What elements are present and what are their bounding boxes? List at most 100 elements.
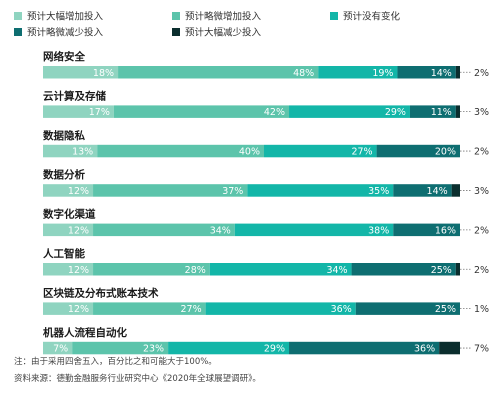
segment-value-label: 1%: [474, 304, 489, 315]
bar-segment-1: [43, 263, 94, 276]
bar-segment-2: [93, 263, 210, 276]
segment-value-label: 40%: [239, 147, 260, 158]
bar-row-5: 数字化渠道 12% 34% 38% 16% 2%: [42, 208, 489, 237]
bar-segment-3: [168, 341, 290, 355]
bar-segment-2: [93, 302, 206, 315]
legend-swatch-4: [14, 28, 22, 36]
segment-value-label: 34%: [326, 265, 347, 276]
legend-label-2: 预计略微增加投入: [185, 11, 262, 23]
footnote-note: 注：由于采用四舍五入，百分比之和可能大于100%。: [14, 357, 217, 367]
legend-swatch-1: [14, 12, 22, 20]
segment-value-label: 2%: [474, 147, 489, 158]
bar-segment-5: [439, 341, 460, 355]
segment-value-label: 3%: [474, 186, 489, 197]
segment-value-label: 7%: [474, 344, 489, 355]
segment-value-label: 25%: [431, 265, 452, 276]
segment-value-label: 37%: [222, 186, 243, 197]
bar-segment-1: [43, 66, 119, 79]
bar-segment-5: [455, 66, 460, 79]
category-label: 人工智能: [43, 247, 85, 260]
bar-segment-4: [376, 144, 460, 158]
legend-swatch-2: [172, 12, 180, 20]
category-label: 网络安全: [43, 50, 85, 63]
bar-segment-4: [351, 263, 456, 276]
bar-row-1: 网络安全 18% 48% 19% 14% 2%: [43, 50, 489, 79]
segment-value-label: 48%: [293, 68, 314, 79]
segment-value-label: 12%: [68, 186, 89, 197]
category-label: 数据隐私: [42, 129, 85, 142]
bar-row-7: 区块链及分布式账本技术 12% 27% 36% 25% 1%: [43, 286, 489, 315]
bar-segment-2: [72, 341, 169, 355]
bar-segment-3: [247, 184, 394, 197]
segment-value-label: 20%: [435, 147, 456, 158]
footnote-source: 资料来源：德勤金融服务行业研究中心《2020年全球展望调研》。: [14, 374, 261, 384]
segment-value-label: 28%: [185, 265, 206, 276]
legend-label-4: 预计略微减少投入: [27, 27, 104, 39]
segment-value-label: 12%: [68, 225, 89, 236]
segment-value-label: 36%: [414, 344, 435, 355]
bar-segment-5: [455, 263, 460, 276]
category-label: 机器人流程自动化: [43, 326, 127, 339]
bar-segment-3: [318, 66, 398, 79]
bar-segment-2: [113, 105, 290, 118]
segment-value-label: 11%: [431, 107, 452, 118]
category-label: 数字化渠道: [42, 208, 96, 221]
bar-segment-3: [264, 144, 377, 158]
segment-value-label: 2%: [474, 225, 489, 236]
bar-segment-2: [93, 223, 235, 237]
legend-swatch-5: [172, 28, 180, 36]
segment-value-label: 27%: [351, 147, 372, 158]
bar-row-8: 机器人流程自动化 7% 23% 29% 36% 7%: [43, 326, 489, 355]
legend-swatch-3: [330, 12, 338, 20]
category-label: 区块链及分布式账本技术: [43, 286, 159, 299]
segment-value-label: 17%: [89, 107, 110, 118]
segment-value-label: 27%: [181, 304, 202, 315]
bar-segment-2: [97, 144, 265, 158]
bar-segment-2: [93, 184, 248, 197]
segment-value-label: 29%: [264, 344, 285, 355]
legend-label-3: 预计没有变化: [343, 11, 401, 23]
segment-value-label: 14%: [427, 186, 448, 197]
segment-value-label: 35%: [368, 186, 389, 197]
bar-segment-1: [43, 105, 114, 118]
segment-value-label: 34%: [210, 225, 231, 236]
bar-segment-1: [43, 223, 94, 237]
segment-value-label: 25%: [435, 304, 456, 315]
segment-value-label: 13%: [72, 147, 93, 158]
bar-segment-4: [393, 223, 460, 237]
segment-value-label: 42%: [264, 107, 285, 118]
category-label: 云计算及存储: [43, 89, 106, 102]
bar-segment-3: [205, 302, 356, 315]
bar-segment-3: [289, 105, 410, 118]
segment-value-label: 2%: [474, 68, 489, 79]
bar-segment-1: [43, 302, 94, 315]
segment-value-label: 2%: [474, 265, 489, 276]
segment-value-label: 18%: [93, 68, 114, 79]
bar-segment-3: [234, 223, 394, 237]
segment-value-label: 23%: [143, 344, 164, 355]
bar-segment-4: [289, 341, 440, 355]
bar-row-6: 人工智能 12% 28% 34% 25% 2%: [43, 247, 489, 276]
bar-segment-1: [43, 341, 73, 355]
segment-value-label: 29%: [385, 107, 406, 118]
segment-value-label: 14%: [431, 68, 452, 79]
bar-row-4: 数据分析 12% 37% 35% 14% 3%: [42, 168, 489, 197]
segment-value-label: 7%: [53, 344, 68, 355]
bar-segment-4: [409, 105, 456, 118]
segment-value-label: 12%: [68, 304, 89, 315]
legend-label-1: 预计大幅增加投入: [27, 11, 104, 23]
bar-segment-1: [43, 144, 98, 158]
bar-row-2: 云计算及存储 17% 42% 29% 11% 3%: [43, 89, 489, 118]
segment-value-label: 38%: [368, 225, 389, 236]
category-label: 数据分析: [42, 168, 85, 181]
segment-value-label: 12%: [68, 265, 89, 276]
bar-row-3: 数据隐私 13% 40% 27% 20% 2%: [42, 129, 489, 158]
bar-segment-3: [209, 263, 352, 276]
segment-value-label: 16%: [435, 225, 456, 236]
bar-segment-4: [355, 302, 460, 315]
bar-segment-4: [393, 184, 452, 197]
bar-segment-2: [118, 66, 319, 79]
